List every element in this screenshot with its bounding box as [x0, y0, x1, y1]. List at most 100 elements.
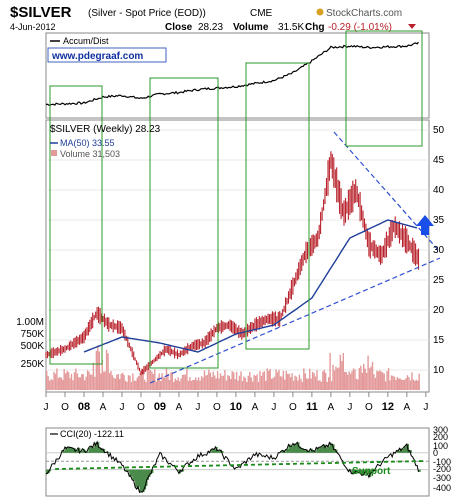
cci-fill-bar — [287, 449, 290, 453]
cci-fill-bar — [148, 469, 151, 477]
volume-bar — [240, 371, 242, 390]
volume-bar — [65, 373, 67, 390]
volume-bar — [199, 380, 201, 390]
volume-bar — [79, 377, 81, 390]
volume-bar — [254, 375, 257, 390]
volume-bar — [184, 374, 187, 390]
volume-bar — [56, 368, 58, 390]
volume-bar — [164, 377, 166, 390]
volume-bar — [206, 374, 209, 390]
volume-bar — [126, 382, 128, 390]
volume-bar — [290, 377, 292, 390]
price-tick-label: 50 — [433, 125, 445, 136]
volume-bar — [168, 380, 171, 390]
volume-bar — [104, 371, 106, 390]
chart-date: 4-Jun-2012 — [10, 22, 56, 32]
cci-fill-bar — [130, 469, 133, 476]
cci-fill-bar — [139, 469, 142, 493]
volume-bar — [196, 380, 198, 390]
price-tick-label: 15 — [433, 335, 445, 346]
volume-bar — [108, 373, 111, 390]
volume-bar — [271, 378, 273, 390]
volume-bar — [401, 379, 403, 390]
volume-bar — [281, 376, 283, 390]
volume-bar — [214, 375, 216, 390]
volume-bar — [141, 368, 143, 390]
cci-fill-bar — [181, 469, 185, 472]
volume-bar — [200, 376, 203, 390]
cci-fill-bar — [67, 446, 71, 453]
down-arrow-icon — [408, 24, 416, 29]
cci-tick-label: 300 — [433, 425, 448, 435]
volume-bar — [338, 367, 340, 390]
price-tick-label: 35 — [433, 215, 445, 226]
volume-bar — [167, 373, 169, 390]
volume-bar — [50, 379, 52, 390]
cci-fill-bar — [138, 469, 141, 487]
cci-fill-bar — [143, 469, 147, 490]
x-tick-label: J — [195, 402, 200, 413]
cci-fill-bar — [288, 444, 291, 453]
volume-bar — [60, 377, 62, 390]
cci-fill-bar — [216, 450, 220, 453]
cci-fill-bar — [81, 450, 84, 453]
volume-bar — [205, 375, 207, 390]
cci-fill-bar — [374, 469, 377, 471]
cci-fill-bar — [142, 469, 145, 493]
ma50-line — [83, 219, 418, 353]
volume-bar — [139, 372, 141, 390]
volume-bar — [212, 371, 214, 390]
cci-tick-label: -100 — [433, 457, 451, 467]
volume-bar — [221, 376, 223, 390]
volume-bar — [127, 375, 130, 390]
volume-bar — [132, 373, 134, 390]
volume-bar — [237, 380, 239, 390]
cci-fill-bar — [301, 448, 304, 453]
cci-fill-bar — [361, 469, 364, 476]
cci-fill-bar — [214, 449, 217, 453]
cci-fill-bar — [319, 447, 322, 453]
volume-bar — [257, 381, 260, 390]
cci-fill-bar — [127, 469, 130, 472]
price-y-axis: 50 45 40 35 30 25 20 15 10 — [433, 125, 445, 376]
volume-bar — [406, 375, 409, 390]
volume-bar — [174, 378, 176, 390]
volume-bars — [46, 345, 420, 390]
cci-tick-label: -400 — [433, 483, 451, 493]
volume-bar — [243, 376, 245, 390]
volume-bar — [358, 368, 360, 390]
volume-bar — [326, 381, 328, 390]
volume-bar — [235, 371, 238, 390]
volume-bar — [323, 369, 325, 390]
volume-bar — [208, 369, 210, 390]
volume-bar — [411, 372, 413, 390]
volume-bar — [313, 373, 315, 390]
price-gridlines — [46, 129, 429, 371]
symbol-description: (Silver - Spot Price (EOD)) — [88, 8, 206, 19]
cci-fill-bar — [365, 469, 369, 472]
cci-fill-bar — [48, 469, 52, 472]
volume-bar — [398, 378, 400, 390]
price-tick-label: 10 — [433, 365, 445, 376]
cci-fill-bar — [86, 451, 90, 453]
cci-fill-bar — [330, 444, 334, 453]
x-tick-label: A — [176, 402, 183, 413]
volume-bar — [263, 371, 266, 390]
price-legend: $SILVER (Weekly) 28.23 — [50, 124, 161, 135]
cci-fill-bar — [373, 469, 376, 471]
volume-bar — [370, 366, 372, 390]
cci-fill-bar — [141, 469, 144, 492]
volume-bar — [142, 369, 144, 390]
volume-bar — [384, 381, 387, 390]
cci-line — [45, 440, 419, 493]
x-tick-label: O — [365, 402, 373, 413]
volume-bar — [162, 376, 165, 390]
volume-bar — [183, 374, 185, 390]
volume-bar — [386, 371, 388, 390]
volume-bar — [192, 380, 194, 390]
stockcharts-logo-icon — [316, 8, 324, 16]
volume-bar — [54, 373, 57, 390]
price-tick-label: 45 — [433, 155, 445, 166]
volume-bar — [278, 369, 280, 390]
